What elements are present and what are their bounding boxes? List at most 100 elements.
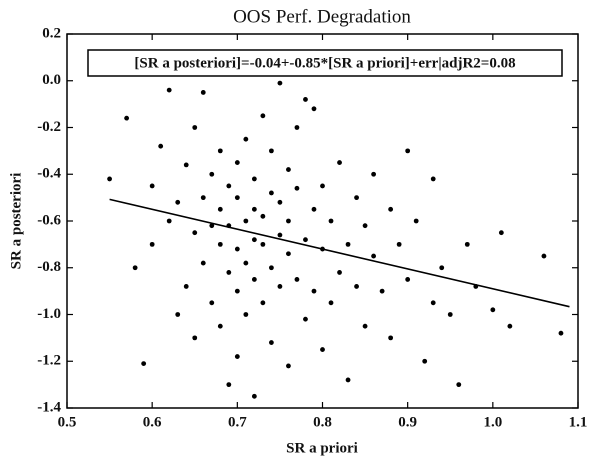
point xyxy=(362,223,368,229)
point xyxy=(498,230,504,236)
point xyxy=(183,284,189,289)
point xyxy=(226,270,232,275)
point xyxy=(405,148,411,154)
point xyxy=(294,125,300,130)
point xyxy=(405,277,411,282)
point xyxy=(234,246,240,252)
point xyxy=(200,195,206,201)
point xyxy=(507,323,513,329)
point xyxy=(243,260,249,266)
point xyxy=(277,284,283,289)
point xyxy=(217,206,223,212)
point xyxy=(251,237,257,243)
point xyxy=(183,162,189,168)
point xyxy=(243,218,249,224)
point xyxy=(388,335,394,341)
point xyxy=(200,90,206,95)
x-tick-label: 0.8 xyxy=(313,414,332,430)
point xyxy=(320,183,325,189)
point xyxy=(354,195,359,201)
point xyxy=(337,160,342,165)
point xyxy=(311,206,317,212)
y-axis-label: SR a posteriori xyxy=(8,173,24,270)
point xyxy=(430,176,436,182)
point xyxy=(166,218,172,224)
point xyxy=(464,241,470,247)
y-tick-label: 0.0 xyxy=(42,72,61,88)
point xyxy=(439,265,445,271)
point xyxy=(371,171,376,177)
point xyxy=(141,361,147,366)
point xyxy=(303,316,308,322)
point xyxy=(260,241,266,247)
y-tick-label: -0.2 xyxy=(37,119,61,135)
point xyxy=(243,312,249,317)
point xyxy=(294,185,300,191)
point xyxy=(269,265,274,271)
point xyxy=(217,241,223,247)
y-tick-label: -0.8 xyxy=(37,259,61,275)
point xyxy=(234,160,240,165)
point xyxy=(260,213,266,219)
point xyxy=(132,265,138,271)
x-tick-label: 0.5 xyxy=(58,414,77,430)
point xyxy=(175,312,181,317)
point xyxy=(311,106,317,112)
y-tick-label: -0.6 xyxy=(37,212,61,228)
point xyxy=(251,393,257,399)
point xyxy=(311,288,317,294)
point xyxy=(379,288,385,294)
x-tick-label: 0.7 xyxy=(228,414,247,430)
point xyxy=(413,218,419,224)
point xyxy=(226,382,232,388)
point xyxy=(286,251,291,257)
point xyxy=(422,358,428,364)
point xyxy=(303,97,308,102)
point xyxy=(217,148,223,154)
point xyxy=(294,277,300,282)
point xyxy=(192,230,198,236)
y-tick-label: -0.4 xyxy=(37,166,61,182)
point xyxy=(490,307,496,313)
point xyxy=(371,253,376,259)
point xyxy=(354,284,359,289)
annotation-box xyxy=(87,49,563,77)
x-axis-label: SR a priori xyxy=(286,440,358,456)
y-tick-label: 0.2 xyxy=(42,25,61,41)
point xyxy=(328,300,334,306)
point xyxy=(558,330,564,336)
point xyxy=(286,218,291,224)
point xyxy=(345,241,351,247)
point xyxy=(388,206,394,212)
point xyxy=(447,312,453,317)
x-tick-label: 1.1 xyxy=(569,414,588,430)
point xyxy=(328,218,334,224)
point xyxy=(345,377,351,383)
point xyxy=(303,237,308,243)
point xyxy=(362,323,368,329)
point xyxy=(269,148,274,154)
x-tick-label: 1.0 xyxy=(483,414,502,430)
point xyxy=(456,382,462,388)
point xyxy=(320,347,325,352)
point xyxy=(234,195,240,201)
point xyxy=(269,190,274,196)
point xyxy=(260,113,266,119)
point xyxy=(337,270,342,275)
point xyxy=(158,143,164,149)
point xyxy=(209,300,215,306)
point xyxy=(124,115,130,121)
point xyxy=(277,199,283,205)
point xyxy=(234,354,240,359)
point xyxy=(277,232,283,238)
point xyxy=(251,277,257,282)
point xyxy=(192,125,198,130)
point xyxy=(149,241,155,247)
point xyxy=(217,323,223,329)
fit-line xyxy=(109,198,570,308)
chart-title: OOS Perf. Degradation xyxy=(233,6,411,27)
point xyxy=(260,300,266,306)
y-tick-label: -1.2 xyxy=(37,353,61,369)
point xyxy=(234,288,240,294)
